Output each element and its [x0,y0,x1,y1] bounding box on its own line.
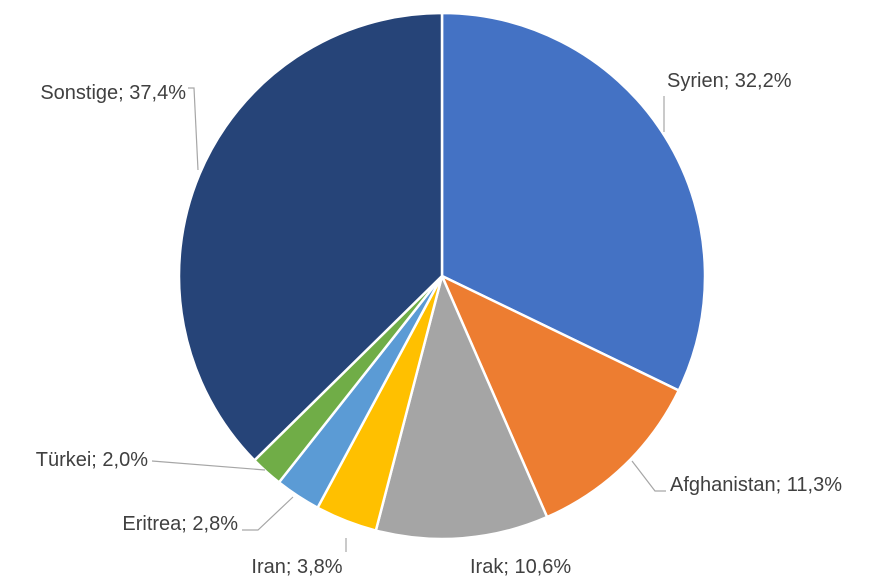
leader-lines [151,87,666,552]
leader-line-eritrea [242,496,294,531]
data-label-sonstige: Sonstige; 37,4% [40,82,186,104]
data-label-syrien: Syrien; 32,2% [667,70,792,92]
pie-slice-afghanistan [440,274,681,519]
leader-line-afghanistan [631,460,666,492]
pie-slice-syrien [440,11,707,392]
data-label-irak: Irak; 10,6% [470,556,571,578]
data-label-türkei: Türkei; 2,0% [36,449,148,471]
data-labels: Syrien; 32,2% Afghanistan; 11,3% Irak; 10,… [36,70,842,578]
data-label-afghanistan: Afghanistan; 11,3% [670,474,842,496]
pie-slice-sonstige [177,11,444,462]
leader-line-sonstige [188,87,199,171]
pie-slice-irak [374,274,549,541]
leader-line-türkei [151,460,266,471]
data-label-iran: Iran; 3,8% [251,556,342,578]
data-label-eritrea: Eritrea; 2,8% [122,513,238,535]
pie-slices [177,11,707,541]
